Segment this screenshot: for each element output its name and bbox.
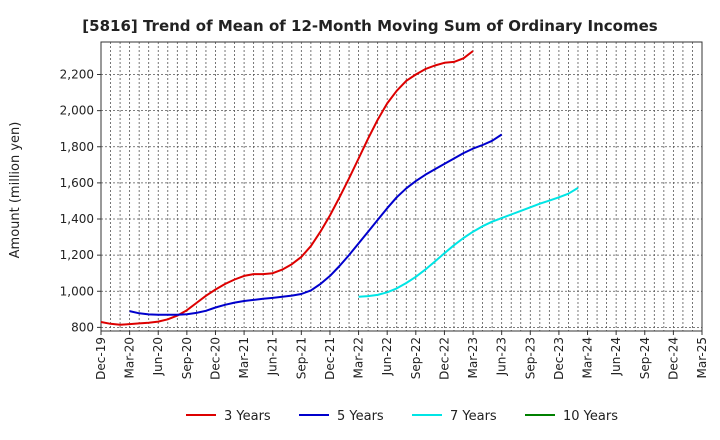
legend-label: 10 Years (563, 409, 618, 424)
series-line-3-years (100, 50, 474, 326)
x-tick-label: Jun-22 (380, 337, 394, 376)
x-tick-label: Sep-20 (180, 337, 194, 379)
y-tick-label: 1,200 (60, 248, 94, 262)
y-tick-label: 800 (71, 320, 94, 334)
y-tick-label: 1,600 (60, 176, 94, 190)
grid (101, 42, 702, 331)
x-tick-label: Dec-23 (552, 337, 566, 380)
x-tick-label: Dec-22 (437, 337, 451, 380)
y-axis-label: Amount (million yen) (8, 122, 23, 259)
legend-label: 7 Years (450, 409, 497, 424)
plot-area (100, 41, 703, 332)
series-line-5-years (129, 133, 503, 316)
x-tick-label: Dec-20 (208, 337, 222, 380)
chart-title: [5816] Trend of Mean of 12-Month Moving … (82, 17, 657, 35)
x-tick-label: Jun-21 (266, 337, 280, 376)
x-tick-label: Sep-21 (294, 337, 308, 379)
x-tick-label: Mar-21 (237, 337, 251, 378)
x-tick-label: Mar-24 (581, 337, 595, 378)
legend-label: 3 Years (224, 409, 271, 424)
series-line-7-years (358, 187, 579, 298)
y-axis: 800 1,000 1,200 1,400 1,600 1,800 2,000 2,200 (60, 68, 101, 334)
y-tick-label: 2,000 (60, 104, 94, 118)
y-tick-label: 1,400 (60, 212, 94, 226)
y-tick-label: 1,800 (60, 140, 94, 154)
x-tick-label: Jun-20 (151, 337, 165, 376)
y-tick-label: 2,200 (60, 68, 94, 82)
x-axis: Dec-19 Mar-20 Jun-20 Sep-20 Dec-20 Mar-21 Jun-… (94, 331, 709, 380)
x-tick-label: Mar-20 (123, 337, 137, 378)
x-tick-label: Sep-22 (409, 337, 423, 379)
x-tick-label: Sep-23 (523, 337, 537, 379)
x-tick-label: Mar-22 (352, 337, 366, 378)
x-tick-label: Dec-24 (666, 337, 680, 380)
x-tick-label: Mar-25 (695, 337, 709, 378)
legend-label: 5 Years (337, 409, 384, 424)
x-tick-label: Jun-23 (495, 337, 509, 376)
series-layer (100, 50, 579, 326)
y-tick-label: 1,000 (60, 284, 94, 298)
x-tick-label: Sep-24 (638, 337, 652, 379)
x-tick-label: Mar-23 (466, 337, 480, 378)
x-tick-label: Jun-24 (609, 337, 623, 376)
x-tick-label: Dec-21 (323, 337, 337, 380)
legend: 3 Years 5 Years 7 Years 10 Years (186, 409, 618, 424)
x-tick-label: Dec-19 (94, 337, 108, 380)
